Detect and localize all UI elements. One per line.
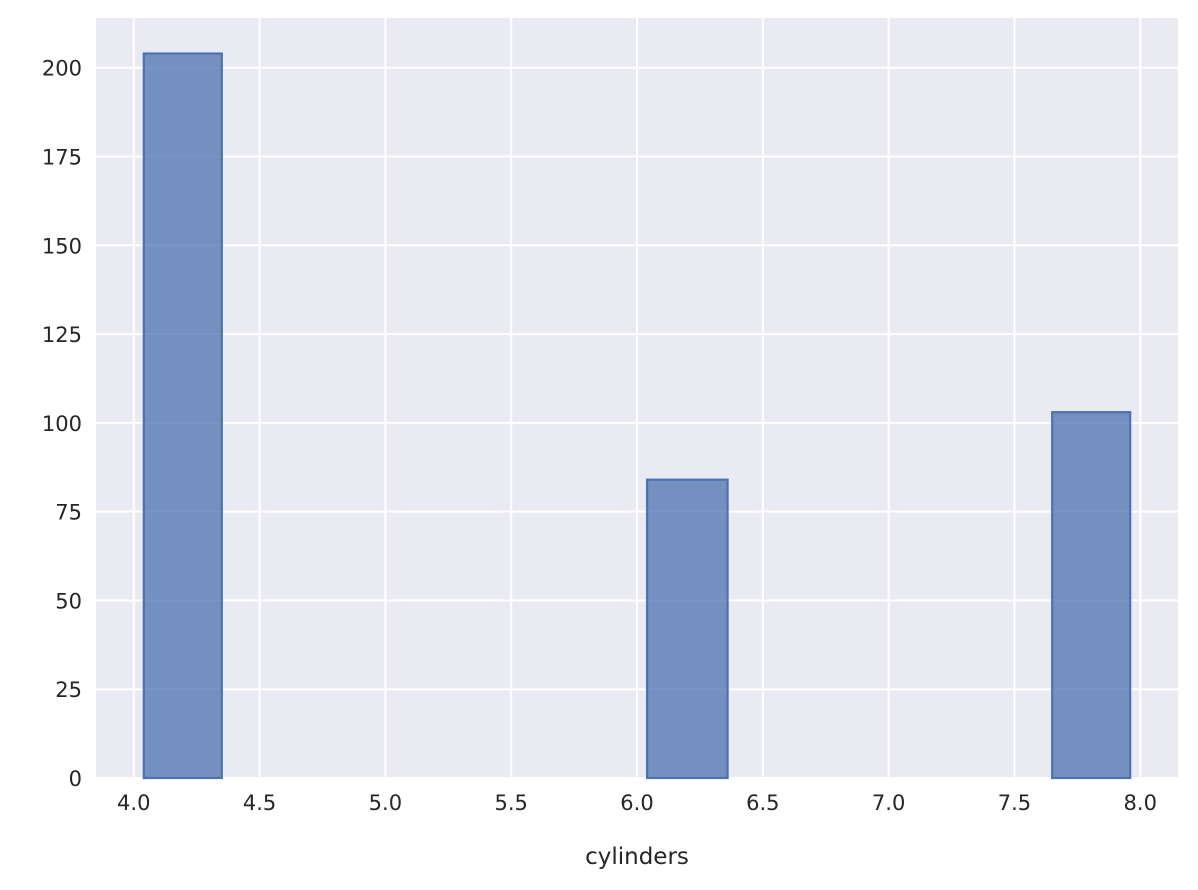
y-tick-label-7: 175 [42, 146, 82, 170]
x-tick-label-5: 6.5 [746, 791, 779, 815]
x-tick-label-2: 5.0 [369, 791, 402, 815]
x-tick-label-7: 7.5 [998, 791, 1031, 815]
y-tick-label-8: 200 [42, 57, 82, 81]
y-tick-label-1: 25 [55, 678, 82, 702]
x-tick-label-4: 6.0 [620, 791, 653, 815]
x-tick-label-0: 4.0 [117, 791, 150, 815]
x-tick-label-8: 8.0 [1124, 791, 1157, 815]
y-tick-label-5: 125 [42, 323, 82, 347]
bar-2 [1051, 411, 1132, 780]
bars [142, 52, 1132, 780]
x-tick-labels: 4.0 4.5 5.0 5.5 6.0 6.5 7.0 7.5 8.0 [117, 791, 1157, 815]
x-tick-label-6: 7.0 [872, 791, 905, 815]
y-tick-label-0: 0 [69, 767, 82, 791]
bar-1 [645, 478, 729, 780]
x-tick-label-3: 5.5 [494, 791, 527, 815]
y-tick-label-4: 100 [42, 412, 82, 436]
y-tick-labels: 0 25 50 75 100 125 150 175 200 [42, 57, 82, 791]
y-tick-label-6: 150 [42, 234, 82, 258]
x-tick-label-1: 4.5 [243, 791, 276, 815]
y-tick-label-2: 50 [55, 589, 82, 613]
y-tick-label-3: 75 [55, 501, 82, 525]
bar-0 [142, 52, 223, 780]
x-axis-label: cylinders [585, 844, 689, 870]
grid-lines [96, 18, 1178, 779]
